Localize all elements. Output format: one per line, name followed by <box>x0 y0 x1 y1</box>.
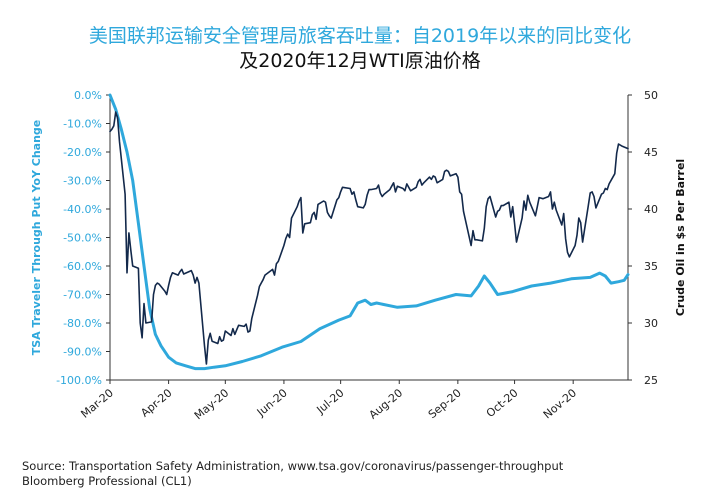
x-tick-label: Sep-20 <box>426 386 464 421</box>
x-tick-label: Apr-20 <box>138 386 174 419</box>
tsa-series-line <box>108 93 630 371</box>
x-tick-label: Aug-20 <box>367 386 406 421</box>
chart-title-line1: 美国联邦运输安全管理局旅客吞吐量：自2019年以来的同比变化 <box>88 25 632 47</box>
left-tick-label: -60.0% <box>63 260 102 273</box>
left-tick-label: -10.0% <box>63 118 102 131</box>
source-line-2: Bloomberg Professional (CL1) <box>22 474 192 488</box>
x-tick-label: Mar-20 <box>78 386 115 420</box>
left-tick-label: -20.0% <box>63 146 102 159</box>
x-tick-label: Oct-20 <box>484 386 521 420</box>
right-tick-label: 30 <box>644 317 658 330</box>
x-tick-label: Jul-20 <box>314 386 347 417</box>
right-tick-label: 40 <box>644 203 658 216</box>
right-tick-label: 35 <box>644 260 658 273</box>
left-tick-label: -70.0% <box>63 289 102 302</box>
left-tick-label: -40.0% <box>63 203 102 216</box>
left-tick-label: -30.0% <box>63 175 102 188</box>
left-axis-title: TSA Traveler Through Put YoY Change <box>30 120 43 356</box>
x-tick-label: Nov-20 <box>541 386 579 421</box>
right-tick-label: 50 <box>644 89 658 102</box>
x-tick-label: Jun-20 <box>254 386 290 419</box>
left-tick-label: -50.0% <box>63 232 102 245</box>
left-tick-label: 0.0% <box>74 89 102 102</box>
left-tick-label: -80.0% <box>63 317 102 330</box>
right-tick-label: 45 <box>644 146 658 159</box>
source-line-1: Source: Transportation Safety Administra… <box>22 459 564 473</box>
oil-series-line <box>109 111 629 365</box>
x-tick-label: May-20 <box>192 386 231 422</box>
right-axis-title: Crude Oil in $s Per Barrel <box>674 159 687 316</box>
left-tick-label: -90.0% <box>63 346 102 359</box>
chart-title-line2: 及2020年12月WTI原油价格 <box>239 50 481 72</box>
left-tick-label: -100.0% <box>56 374 102 387</box>
right-tick-label: 25 <box>644 374 658 387</box>
